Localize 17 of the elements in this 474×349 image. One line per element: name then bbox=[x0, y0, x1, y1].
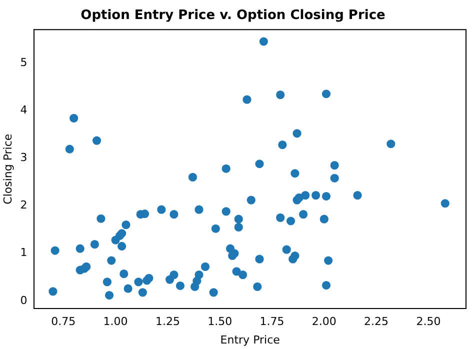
x-tick-label: 1.00 bbox=[103, 315, 128, 328]
x-axis-title: Entry Price bbox=[220, 333, 280, 346]
x-tick-label: 2.25 bbox=[364, 315, 389, 328]
x-tick-label: 1.25 bbox=[155, 315, 180, 328]
y-axis-title: Closing Price bbox=[1, 134, 14, 204]
x-tick-label: 2.50 bbox=[416, 315, 441, 328]
x-tick-label: 2.00 bbox=[312, 315, 336, 328]
chart-title: Option Entry Price v. Option Closing Price bbox=[80, 8, 386, 24]
x-tick-label: 0.75 bbox=[51, 315, 76, 328]
x-tick-label: 1.50 bbox=[208, 315, 232, 328]
y-tick-label: 4 bbox=[20, 103, 28, 116]
y-tick-label: 0 bbox=[20, 294, 28, 307]
y-tick-label: 1 bbox=[20, 246, 28, 260]
x-tick-label: 1.75 bbox=[260, 315, 284, 328]
y-tick-label: 3 bbox=[20, 151, 28, 164]
y-tick-label: 5 bbox=[20, 56, 28, 69]
y-tick-label: 2 bbox=[20, 198, 28, 212]
